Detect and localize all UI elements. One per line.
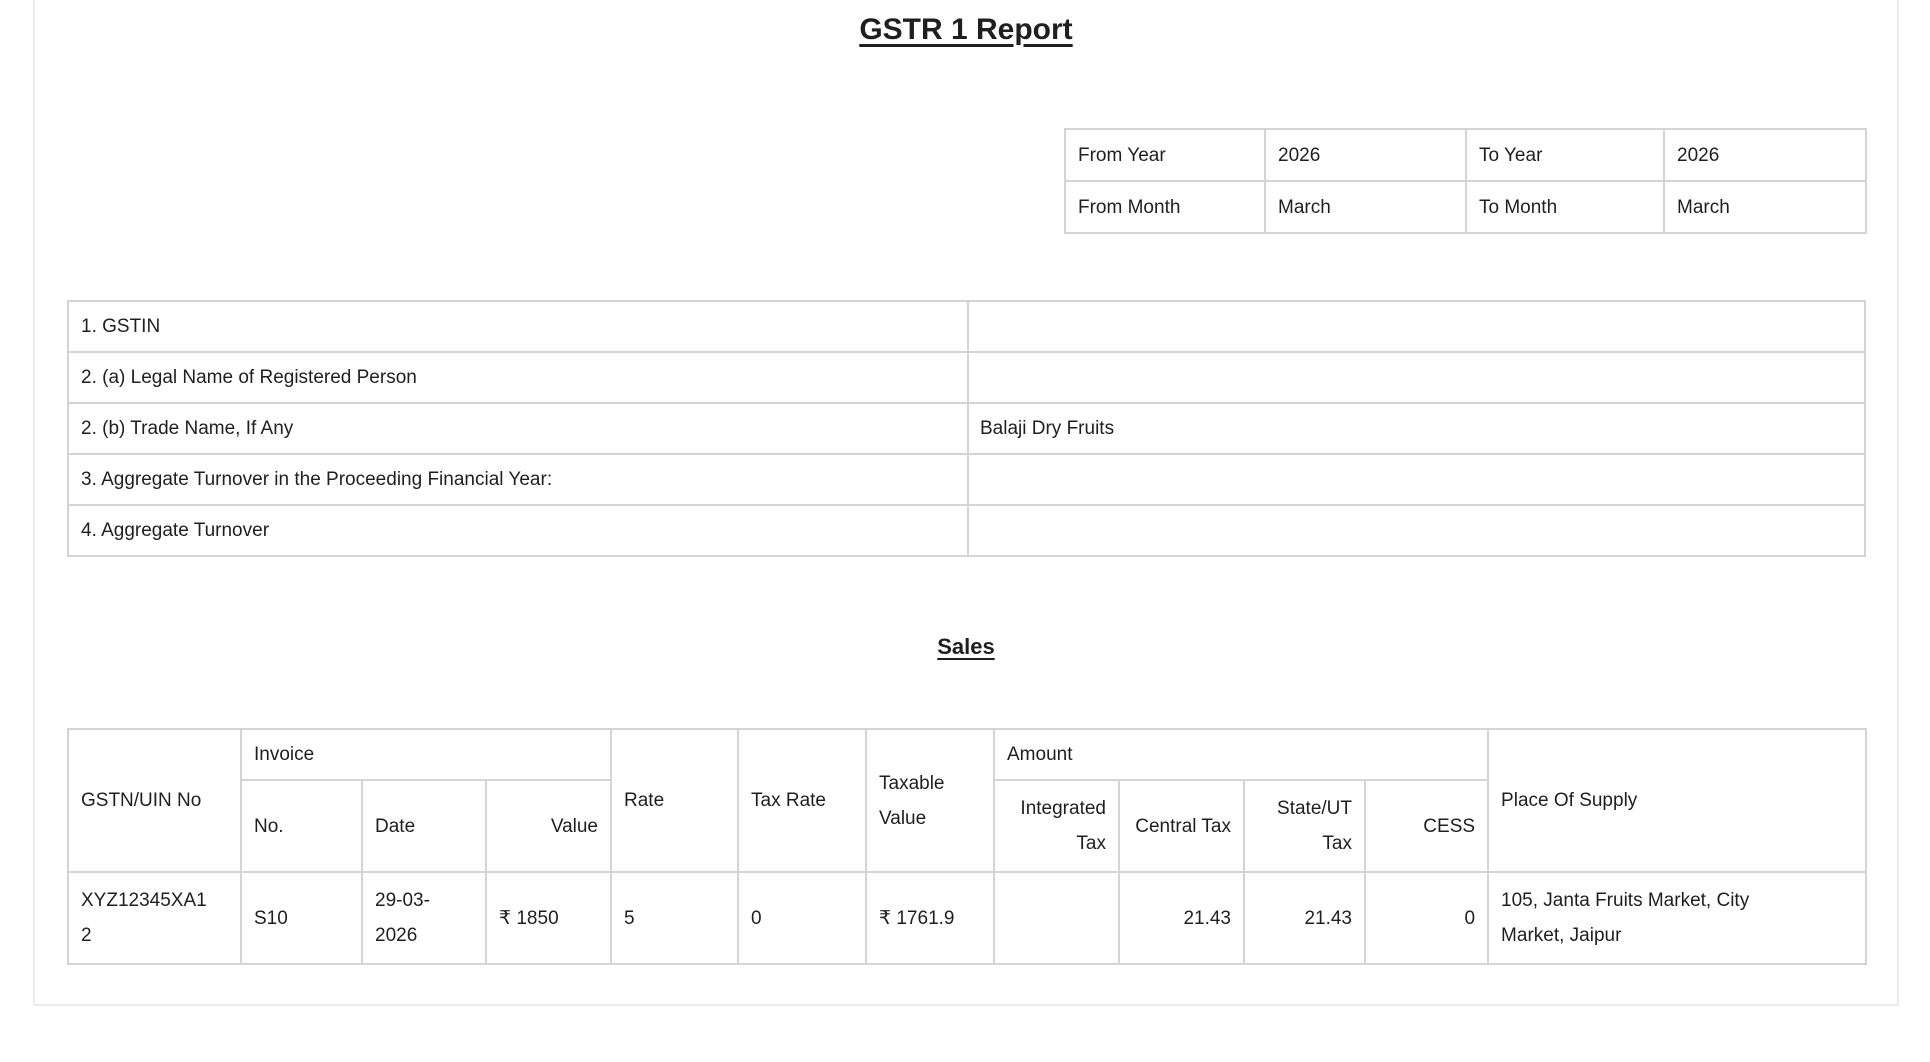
col-header-invoice-no: No. xyxy=(240,779,363,873)
col-header-gstn-uin-no: GSTN/UIN No xyxy=(67,728,242,873)
table-row: 1. GSTIN xyxy=(67,300,1866,353)
to-year-value: 2026 xyxy=(1663,128,1867,182)
from-month-value: March xyxy=(1264,180,1467,234)
period-table: From Year 2026 To Year 2026 From Month M… xyxy=(1064,128,1867,234)
col-header-tax-rate: Tax Rate xyxy=(737,728,867,873)
registration-table: 1. GSTIN 2. (a) Legal Name of Registered… xyxy=(67,300,1866,557)
cell-cess: 0 xyxy=(1363,871,1490,965)
report-title: GSTR 1 Report xyxy=(859,13,1073,46)
col-header-rate: Rate xyxy=(610,728,739,873)
col-header-invoice-group: Invoice xyxy=(240,728,612,781)
cell-invoice-date: 29-03-2026 xyxy=(361,871,487,965)
col-header-taxable-value: Taxable Value xyxy=(865,728,995,873)
sales-header-group-row: GSTN/UIN No Invoice Rate Tax Rate Taxabl… xyxy=(67,728,1868,873)
from-year-value: 2026 xyxy=(1264,128,1467,182)
legal-name-label: 2. (a) Legal Name of Registered Person xyxy=(67,351,969,404)
table-row: 2. (a) Legal Name of Registered Person xyxy=(67,351,1866,404)
aggregate-turnover-previous-label: 3. Aggregate Turnover in the Proceeding … xyxy=(67,453,969,506)
to-year-label: To Year xyxy=(1465,128,1665,182)
from-year-label: From Year xyxy=(1064,128,1266,182)
col-header-invoice-date: Date xyxy=(361,779,487,873)
cell-gstn-uin-no: XYZ12345XA12 xyxy=(67,871,242,965)
table-row: 3. Aggregate Turnover in the Proceeding … xyxy=(67,453,1866,506)
table-row: 2. (b) Trade Name, If Any Balaji Dry Fru… xyxy=(67,402,1866,455)
trade-name-label: 2. (b) Trade Name, If Any xyxy=(67,402,969,455)
sales-section-heading: Sales xyxy=(937,634,995,659)
cell-tax-rate: 0 xyxy=(737,871,867,965)
sales-data-row: XYZ12345XA12 S10 29-03-2026 ₹ 1850 5 0 ₹… xyxy=(67,871,1868,965)
cell-invoice-value: ₹ 1850 xyxy=(485,871,612,965)
cell-rate: 5 xyxy=(610,871,739,965)
from-month-label: From Month xyxy=(1064,180,1266,234)
col-header-integrated-tax: Integrated Tax xyxy=(993,779,1120,873)
gstin-label: 1. GSTIN xyxy=(67,300,969,353)
col-header-invoice-value: Value xyxy=(485,779,612,873)
cell-state-ut-tax: 21.43 xyxy=(1243,871,1366,965)
cell-taxable-value: ₹ 1761.9 xyxy=(865,871,995,965)
aggregate-turnover-previous-value xyxy=(967,453,1866,506)
legal-name-value xyxy=(967,351,1866,404)
report-page: GSTR 1 Report From Year 2026 To Year 202… xyxy=(33,0,1899,1006)
col-header-central-tax: Central Tax xyxy=(1118,779,1245,873)
col-header-state-ut-tax: State/UT Tax xyxy=(1243,779,1366,873)
gstin-value xyxy=(967,300,1866,353)
cell-integrated-tax xyxy=(993,871,1120,965)
aggregate-turnover-label: 4. Aggregate Turnover xyxy=(67,504,969,557)
aggregate-turnover-value xyxy=(967,504,1866,557)
table-row: 4. Aggregate Turnover xyxy=(67,504,1866,557)
to-month-value: March xyxy=(1663,180,1867,234)
cell-invoice-no: S10 xyxy=(240,871,363,965)
period-row-month: From Month March To Month March xyxy=(1064,180,1867,234)
sales-table: GSTN/UIN No Invoice Rate Tax Rate Taxabl… xyxy=(67,728,1868,965)
col-header-cess: CESS xyxy=(1363,779,1490,873)
col-header-amount-group: Amount xyxy=(992,728,1490,781)
to-month-label: To Month xyxy=(1465,180,1665,234)
cell-central-tax: 21.43 xyxy=(1118,871,1245,965)
col-header-place-of-supply: Place Of Supply xyxy=(1487,728,1868,873)
sales-header-sub-row: No. Date Value Integrated Tax Central Ta… xyxy=(68,779,1866,873)
cell-place-of-supply: 105, Janta Fruits Market, City Market, J… xyxy=(1487,871,1868,965)
period-row-year: From Year 2026 To Year 2026 xyxy=(1064,128,1867,182)
trade-name-value: Balaji Dry Fruits xyxy=(967,402,1866,455)
